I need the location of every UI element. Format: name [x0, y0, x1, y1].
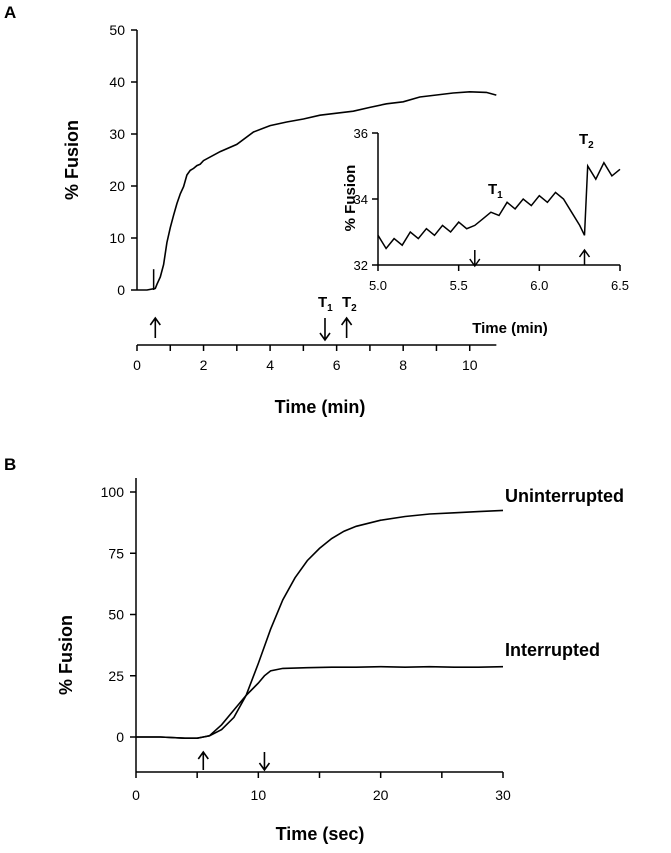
- chart-a-inset-x-tick-label: 6.5: [611, 278, 629, 293]
- chart-a-x-tick-label: 10: [462, 357, 478, 373]
- chart-a-inset-y-tick-label: 32: [354, 258, 368, 273]
- chart-a-inset-y-tick-label: 36: [354, 126, 368, 141]
- chart-a-inset-arrow: [469, 250, 481, 268]
- chart-b-arrow: [197, 750, 209, 770]
- chart-b-x-tick-label: 20: [373, 787, 389, 803]
- chart-b-y-tick-label: 100: [101, 484, 125, 500]
- chart-b-legend-uninterrupted: Uninterrupted: [505, 486, 624, 506]
- chart-b-series-line-uninterrupted: [136, 509, 504, 739]
- chart-b-x-tick-label: 10: [251, 787, 267, 803]
- chart-a-inset-ylabel: % Fusion: [342, 165, 359, 232]
- chart-a-y-tick-label: 50: [109, 22, 125, 38]
- chart-a-inset-t1-label: T1: [488, 181, 503, 201]
- chart-a-y-tick-label: 20: [109, 178, 125, 194]
- chart-a-x-tick-label: 0: [133, 357, 141, 373]
- chart-b-xlabel: Time (sec): [276, 824, 365, 844]
- chart-a-x-tick-label: 4: [266, 357, 274, 373]
- chart-a-y-tick-label: 30: [109, 126, 125, 142]
- chart-b-ylabel: % Fusion: [56, 615, 76, 695]
- chart-a-inset-arrow: [578, 248, 591, 265]
- chart-a-inset: 32 34 36 5.0 5.5 6.0 6.5: [354, 126, 630, 293]
- chart-a-inset-x-tick-label: 6.0: [530, 278, 548, 293]
- chart-b-y-tick-label: 25: [108, 668, 124, 684]
- chart-a-series-line: [137, 90, 497, 291]
- chart-b-y-tick-label: 50: [108, 607, 124, 623]
- chart-a-xlabel: Time (min): [275, 397, 366, 417]
- chart-b: 0 25 50 75 100 0 10 20 30: [101, 478, 511, 803]
- chart-a-x-tick-label: 8: [399, 357, 407, 373]
- chart-a-inset-t2-label: T2: [579, 131, 594, 151]
- chart-b-series-line-interrupted: [136, 665, 504, 739]
- chart-a-x-tick-label: 2: [200, 357, 208, 373]
- chart-a-t1-label: T1: [318, 294, 333, 314]
- chart-b-x-tick-label: 0: [132, 787, 140, 803]
- chart-a-inset-xlabel: Time (min): [472, 320, 548, 337]
- chart-a-inset-x-tick-label: 5.5: [450, 278, 468, 293]
- chart-a-x-tick-label: 6: [333, 357, 341, 373]
- chart-a-arrow: [319, 318, 331, 342]
- chart-a-inset-x-tick-label: 5.0: [369, 278, 387, 293]
- chart-a-ylabel: % Fusion: [62, 120, 82, 200]
- chart-a-y-tick-label: 10: [109, 230, 125, 246]
- chart-a-t2-label: T2: [342, 294, 357, 314]
- chart-b-legend-interrupted: Interrupted: [505, 640, 600, 660]
- chart-a-inset-y-tick-label: 34: [354, 192, 368, 207]
- chart-a-arrow: [149, 316, 161, 338]
- chart-a-y-tick-label: 40: [109, 74, 125, 90]
- chart-a-arrow: [340, 316, 353, 338]
- chart-a: 0 10 20 30 40 50 0 2 4 6 8 10: [109, 22, 497, 373]
- chart-b-y-tick-label: 75: [108, 545, 124, 561]
- chart-a-inset-series-line: [377, 161, 621, 250]
- chart-b-y-tick-label: 0: [116, 729, 124, 745]
- panel-b-label: B: [4, 455, 16, 474]
- chart-b-x-tick-label: 30: [495, 787, 511, 803]
- chart-b-arrow: [258, 752, 271, 772]
- chart-a-y-tick-label: 0: [117, 282, 125, 298]
- panel-a-label: A: [4, 3, 16, 22]
